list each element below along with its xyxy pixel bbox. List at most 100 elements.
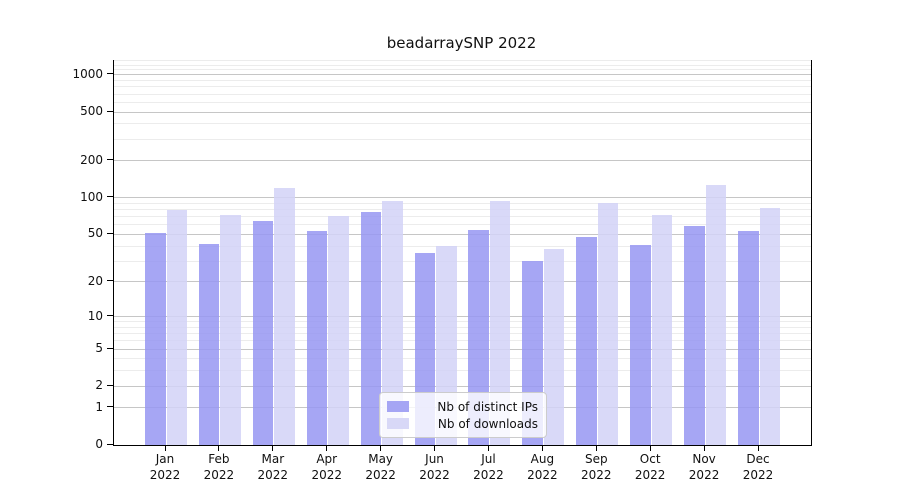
bar-distinct-ips: [576, 236, 597, 445]
y-tick-mark: [107, 196, 113, 198]
chart-title: beadarraySNP 2022: [386, 34, 537, 52]
y-tick-label: 100: [80, 189, 103, 204]
gridline: [114, 160, 811, 162]
y-tick-mark: [107, 384, 113, 386]
gridline: [114, 326, 811, 328]
gridline: [114, 138, 811, 140]
y-tick-mark: [107, 110, 113, 112]
gridline: [114, 316, 811, 318]
gridline: [114, 64, 811, 66]
y-tick-mark: [107, 232, 113, 234]
gridline: [114, 370, 811, 372]
gridline: [114, 385, 811, 387]
y-tick-mark: [107, 280, 113, 282]
bar-downloads: [543, 248, 565, 445]
x-tick-label: Feb 2022: [203, 452, 235, 482]
y-tick-label: 10: [87, 308, 103, 323]
bar-distinct-ips: [360, 211, 382, 445]
y-tick-label: 500: [80, 104, 103, 119]
gridline: [114, 281, 811, 283]
gridline: [114, 321, 811, 323]
bar-distinct-ips: [684, 225, 705, 445]
x-tick-label: Mar 2022: [257, 452, 289, 482]
gridline: [114, 233, 811, 235]
x-tick-mark: [757, 446, 759, 451]
y-tick-label: 0: [95, 437, 103, 451]
x-tick-label: Dec 2022: [742, 452, 774, 482]
x-tick-label: Oct 2022: [634, 452, 666, 482]
x-tick-mark: [487, 446, 489, 451]
gridline: [114, 333, 811, 335]
legend-swatch-distinct-ips: [387, 401, 409, 412]
bar-downloads: [328, 215, 349, 445]
y-tick-label: 200: [80, 152, 103, 167]
bar-downloads: [274, 187, 295, 445]
y-tick-label: 1: [95, 399, 103, 414]
bar-downloads: [166, 209, 187, 445]
bar-distinct-ips: [198, 243, 220, 445]
x-tick-label: Jan 2022: [149, 452, 181, 482]
legend-swatch-downloads: [387, 418, 409, 429]
gridline: [114, 209, 811, 211]
gridline: [114, 86, 811, 88]
x-tick-label: Apr 2022: [311, 452, 342, 482]
legend-label-downloads: Nb of downloads: [437, 416, 538, 431]
gridline: [114, 93, 811, 95]
gridline: [114, 245, 811, 247]
bar-distinct-ips: [145, 233, 166, 445]
x-tick-mark: [649, 446, 651, 451]
x-tick-label: Aug 2022: [527, 452, 558, 482]
y-tick-label: 50: [87, 226, 103, 241]
gridline: [114, 69, 811, 71]
y-tick-label: 20: [87, 273, 103, 288]
x-tick-label: Jul 2022: [473, 452, 504, 482]
bar-downloads: [705, 185, 727, 445]
y-tick-mark: [107, 73, 113, 75]
y-tick-mark: [107, 406, 113, 408]
bar-distinct-ips: [468, 230, 489, 445]
y-tick-label: 2: [95, 378, 103, 393]
x-tick-mark: [434, 446, 436, 451]
x-tick-mark: [380, 446, 382, 451]
bar-distinct-ips: [252, 221, 274, 445]
gridline: [114, 260, 811, 262]
gridline: [114, 111, 811, 113]
y-tick-mark: [107, 315, 113, 317]
x-tick-mark: [541, 446, 543, 451]
x-tick-mark: [595, 446, 597, 451]
y-tick-label: 1000: [72, 66, 103, 81]
x-tick-label: Nov 2022: [688, 452, 720, 482]
gridline: [114, 101, 811, 103]
gridline: [114, 123, 811, 125]
gridline: [114, 224, 811, 226]
bar-downloads: [489, 200, 511, 445]
gridline: [114, 197, 811, 199]
gridline: [114, 340, 811, 342]
bar-downloads: [651, 214, 673, 445]
bar-downloads: [759, 207, 780, 445]
legend: Nb of distinct IPs Nb of downloads: [379, 392, 547, 438]
gridline: [114, 74, 811, 76]
gridline: [114, 216, 811, 218]
legend-item-distinct-ips: Nb of distinct IPs: [387, 398, 538, 415]
x-tick-mark: [164, 446, 166, 451]
bar-distinct-ips: [306, 231, 328, 445]
gridline: [114, 358, 811, 360]
gridline: [114, 80, 811, 82]
y-tick-mark: [107, 159, 113, 161]
bar-downloads: [382, 200, 403, 445]
x-tick-label: Jun 2022: [419, 452, 450, 482]
bar-downloads: [220, 215, 241, 445]
bar-distinct-ips: [738, 231, 759, 445]
legend-label-distinct-ips: Nb of distinct IPs: [437, 399, 538, 414]
x-tick-mark: [272, 446, 274, 451]
x-tick-mark: [326, 446, 328, 451]
plot-area: Nb of distinct IPs Nb of downloads: [113, 60, 812, 446]
x-tick-label: Sep 2022: [580, 452, 612, 482]
y-tick-label: 5: [95, 341, 103, 356]
legend-item-downloads: Nb of downloads: [387, 415, 538, 432]
y-tick-mark: [107, 347, 113, 349]
bar-downloads: [597, 202, 619, 445]
gridline: [114, 60, 811, 62]
